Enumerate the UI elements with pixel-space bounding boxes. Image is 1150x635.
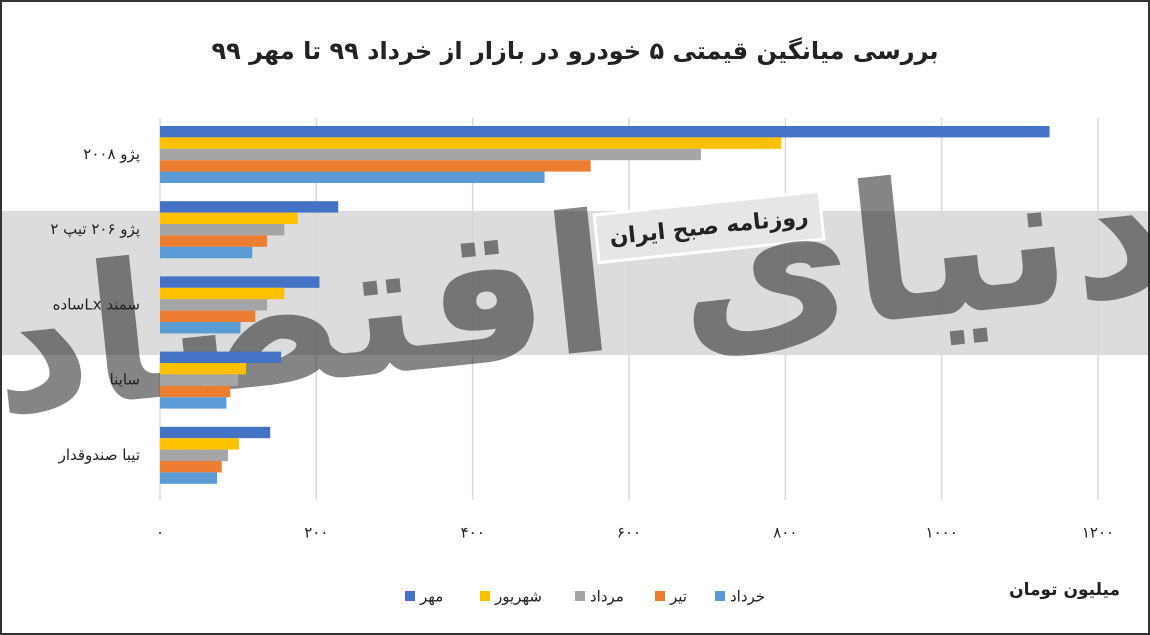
bar — [160, 276, 320, 288]
bar — [160, 310, 256, 322]
bar — [160, 472, 218, 484]
y-tick-label: سمند Lxساده — [53, 295, 140, 313]
legend-swatch — [480, 591, 490, 601]
x-tick-label: ۲۰۰ — [304, 524, 328, 542]
x-tick-label: ۱۲۰۰ — [1082, 524, 1114, 542]
bar — [160, 160, 591, 172]
bar — [160, 363, 246, 375]
bar — [160, 299, 268, 311]
bar — [160, 461, 222, 473]
x-tick-label: ۸۰۰ — [773, 524, 797, 542]
bar — [160, 126, 1050, 138]
bar — [160, 212, 298, 224]
legend-label: مرداد — [590, 588, 624, 606]
y-tick-label: پژو ۲۰۶ تیپ ۲ — [50, 220, 140, 239]
bar — [160, 246, 253, 259]
bar — [160, 351, 282, 363]
y-tick-label: تیبا صندوقدار — [58, 446, 140, 464]
bar — [160, 224, 285, 236]
bar — [160, 137, 782, 149]
bar — [160, 449, 229, 461]
bar — [160, 322, 241, 334]
legend-label: تیر — [669, 588, 687, 606]
bar — [160, 235, 268, 247]
bar — [160, 287, 285, 300]
bar — [160, 171, 545, 183]
bar — [160, 438, 239, 450]
bar — [160, 426, 271, 439]
legend-label: مهر — [419, 588, 443, 606]
legend-swatch — [575, 591, 585, 601]
x-tick-label: ۴۰۰ — [461, 524, 485, 542]
legend-swatch — [655, 591, 665, 601]
y-tick-label: ساینا — [110, 371, 140, 389]
bar — [160, 201, 339, 213]
x-axis-title: میلیون تومان — [1009, 580, 1120, 600]
x-tick-label: ۱۰۰۰ — [926, 524, 958, 542]
legend-swatch — [715, 591, 725, 601]
bar — [160, 385, 231, 398]
bar — [160, 148, 701, 161]
legend-label: شهریور — [494, 588, 542, 606]
y-tick-label: پژو ۲۰۰۸ — [83, 145, 140, 164]
legend-label: خرداد — [730, 588, 765, 606]
bar — [160, 397, 227, 409]
legend-swatch — [405, 591, 415, 601]
x-tick-label: ۶۰۰ — [617, 524, 641, 542]
x-tick-label: ۰ — [156, 524, 164, 542]
chart-title: بررسی میانگین قیمتی ۵ خودرو در بازار از … — [211, 37, 938, 65]
watermark-box — [592, 189, 826, 265]
bar — [160, 374, 239, 386]
